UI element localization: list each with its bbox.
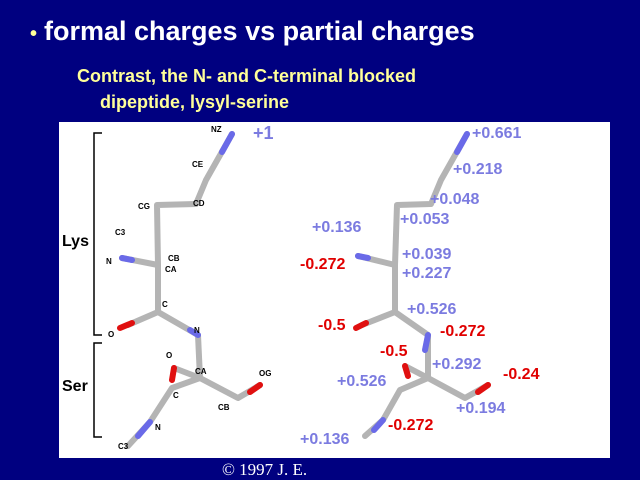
o-end — [247, 382, 263, 395]
atom-label: CB — [168, 254, 180, 263]
partial-charge: +0.526 — [407, 301, 456, 318]
partial-charge: +0.039 — [402, 246, 451, 263]
residue-label: Lys — [62, 233, 89, 250]
o-end — [402, 363, 411, 379]
atom-label: C3 — [118, 442, 129, 451]
subtitle-line: Contrast, the N- and C-terminal blocked — [77, 66, 416, 86]
n-end — [119, 255, 135, 263]
partial-charge: +0.526 — [337, 373, 386, 390]
partial-charge: +0.227 — [402, 265, 451, 282]
partial-charge: -0.272 — [388, 417, 433, 434]
atom-label: C — [162, 300, 168, 309]
atom-label: CD — [193, 199, 205, 208]
atom-label: CG — [138, 202, 150, 211]
right-molecule — [353, 131, 491, 439]
footer: © 1997 J. E. — [222, 460, 307, 479]
atom-label: CE — [192, 160, 204, 169]
atom-label: CA — [165, 265, 177, 274]
n-end — [355, 253, 371, 261]
partial-charge: -0.272 — [440, 323, 485, 340]
n-end — [422, 332, 431, 353]
slide-title: formal charges vs partial charges — [44, 16, 475, 46]
backbone — [392, 131, 491, 401]
partial-charge: +0.194 — [456, 400, 505, 417]
partial-charge: +0.053 — [400, 211, 449, 228]
n-end — [219, 131, 235, 155]
partial-charge: +0.048 — [430, 191, 479, 208]
partial-charge: -0.272 — [300, 256, 345, 273]
partial-charge: +0.136 — [300, 431, 349, 448]
partial-charge: -0.5 — [318, 317, 346, 334]
atom-label: C — [173, 391, 179, 400]
n-end — [135, 419, 153, 439]
bracket — [93, 132, 102, 336]
n-end — [187, 327, 201, 338]
backbone — [154, 131, 263, 401]
bracket — [93, 342, 102, 438]
formal-charge: +1 — [253, 123, 274, 143]
atom-label: N — [106, 257, 112, 266]
left-molecule — [117, 131, 263, 449]
bond — [402, 363, 431, 381]
atom-label: N — [155, 423, 161, 432]
atom-label: O — [108, 330, 114, 339]
atom-label: N — [194, 326, 200, 335]
figure-panel — [59, 122, 610, 458]
atom-label: OG — [259, 369, 271, 378]
partial-charge: +0.292 — [432, 356, 481, 373]
atom-label: C3 — [115, 228, 126, 237]
o-end — [475, 382, 491, 395]
residue-label: Ser — [62, 378, 88, 395]
partial-charge: +0.136 — [312, 219, 361, 236]
partial-charge: +0.661 — [472, 125, 521, 142]
o-end — [117, 320, 135, 331]
atom-label: CA — [195, 367, 207, 376]
partial-charge: -0.24 — [503, 366, 540, 383]
o-end — [169, 365, 177, 383]
bullet: • — [30, 23, 37, 45]
atom-label: CB — [218, 403, 230, 412]
partial-charge: +0.218 — [453, 161, 502, 178]
o-end — [353, 320, 369, 331]
atom-label: NZ — [211, 125, 222, 134]
atom-label: O — [166, 351, 172, 360]
n-end — [454, 131, 470, 155]
subtitle-line: dipeptide, lysyl-serine — [100, 92, 289, 112]
n-end — [371, 417, 386, 433]
partial-charge: -0.5 — [380, 343, 408, 360]
bond — [171, 365, 203, 381]
